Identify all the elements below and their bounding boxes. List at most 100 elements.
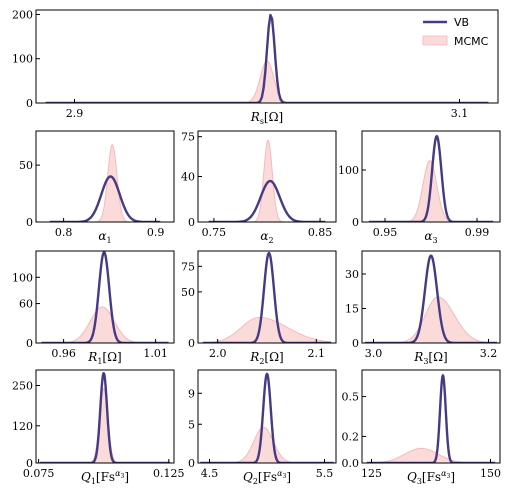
x-tick-label: 150 xyxy=(480,467,501,480)
plot-area xyxy=(39,372,171,463)
legend-mcmc-label: MCMC xyxy=(454,35,489,48)
plot-area xyxy=(366,374,496,463)
y-tick-label: 0 xyxy=(352,337,359,350)
panel-Rs: 0 100 200 2.9 3.1 Rs[Ω] xyxy=(12,8,499,126)
axes-frame xyxy=(35,130,175,223)
vb-density xyxy=(202,251,332,343)
y-tick-label: 0.5 xyxy=(342,391,360,404)
mcmc-density xyxy=(208,139,326,222)
panel-Q3: 0.0 0.2 0.5 125 150 Q3[Fsα3] xyxy=(342,369,501,486)
y-tick-label: 0 xyxy=(188,337,195,350)
y-tick-label: 0 xyxy=(26,337,33,350)
x-tick-label: 2.9 xyxy=(66,107,84,120)
x-tick-label: 0.85 xyxy=(308,226,333,239)
y-tick-label: 75 xyxy=(181,131,195,144)
vb-density xyxy=(368,135,494,222)
axes-frame xyxy=(197,250,337,344)
x-tick-label: 0.075 xyxy=(23,467,55,480)
mcmc-density xyxy=(45,60,489,103)
plot-area xyxy=(368,135,494,222)
legend-vb-label: VB xyxy=(454,16,469,29)
legend-mcmc-swatch xyxy=(422,35,448,46)
x-axis-label: Rs[Ω] xyxy=(250,110,283,126)
x-tick-label: 3.0 xyxy=(365,347,383,360)
plot-area xyxy=(364,254,498,343)
y-tick-label: 0 xyxy=(26,457,33,470)
x-tick-label: 3.1 xyxy=(451,107,469,120)
panel-alpha2: 0 40 75 0.75 0.85 α2 xyxy=(181,130,337,245)
y-tick-label: 15 xyxy=(345,303,359,316)
y-tick-label: 75 xyxy=(181,260,195,273)
x-tick-label: 0.95 xyxy=(373,226,398,239)
panel-R2: 0 50 75 2.0 2.1 R2[Ω] xyxy=(181,250,337,366)
y-tick-label: 50 xyxy=(181,286,195,299)
x-tick-label: 0.99 xyxy=(465,226,490,239)
panel-R1: 0 60 100 0.96 1.01 R1[Ω] xyxy=(12,250,175,366)
x-axis-label: Q3[Fsα3] xyxy=(407,469,455,486)
mcmc-density xyxy=(202,316,332,343)
axes-frame xyxy=(361,369,501,464)
x-axis-label: α3 xyxy=(424,229,437,245)
vb-density xyxy=(199,372,335,463)
panel-alpha3: 0 100 0.95 0.99 α3 xyxy=(338,130,501,245)
y-tick-label: 60 xyxy=(19,298,33,311)
x-tick-label: 125 xyxy=(361,467,382,480)
y-tick-label: 120 xyxy=(12,420,33,433)
y-tick-label: 9 xyxy=(188,387,195,400)
y-tick-label: 40 xyxy=(181,171,195,184)
plot-area xyxy=(45,13,489,103)
plot-area xyxy=(199,372,335,463)
y-tick-label: 200 xyxy=(12,8,33,21)
mcmc-density xyxy=(49,144,161,222)
panel-alpha1: 0 50 0.8 0.9 α1 xyxy=(19,130,175,245)
x-axis-label: R1[Ω] xyxy=(87,350,121,366)
x-tick-label: 4.5 xyxy=(201,467,219,480)
legend: VB MCMC xyxy=(422,16,489,48)
axes-frame xyxy=(35,9,499,104)
panel-Q1: 0 120 250 0.075 0.125 Q1[Fsα3] xyxy=(12,369,185,486)
vb-density xyxy=(45,13,489,103)
plot-area xyxy=(202,251,332,343)
x-axis-label: α1 xyxy=(98,229,111,245)
y-tick-label: 0 xyxy=(26,216,33,229)
x-axis-label: α2 xyxy=(260,229,273,245)
x-tick-label: 0.96 xyxy=(51,347,76,360)
x-axis-label: Q2[Fsα3] xyxy=(243,469,291,486)
y-tick-label: 0 xyxy=(188,216,195,229)
x-axis-label: Q1[Fsα3] xyxy=(81,469,129,486)
x-tick-label: 2.0 xyxy=(209,347,227,360)
vb-density xyxy=(366,374,496,463)
panel-R3: 0 15 30 3.0 3.2 R3[Ω] xyxy=(345,250,501,366)
x-axis-label: R2[Ω] xyxy=(249,350,283,366)
y-tick-label: 5 xyxy=(188,418,195,431)
y-tick-label: 0 xyxy=(352,216,359,229)
plot-area xyxy=(49,144,161,222)
x-axis-label: R3[Ω] xyxy=(413,350,447,366)
x-tick-label: 0.9 xyxy=(147,226,165,239)
mcmc-density xyxy=(364,296,498,343)
x-tick-label: 0.125 xyxy=(153,467,185,480)
axes-frame xyxy=(361,250,501,344)
y-tick-label: 250 xyxy=(12,380,33,393)
y-tick-label: 0.2 xyxy=(342,430,360,443)
vb-density xyxy=(39,372,171,463)
mcmc-density xyxy=(200,426,334,463)
y-tick-label: 50 xyxy=(19,159,33,172)
x-tick-label: 2.1 xyxy=(308,347,326,360)
y-tick-label: 30 xyxy=(345,268,359,281)
axes-frame xyxy=(197,369,337,464)
x-tick-label: 5.5 xyxy=(316,467,334,480)
plot-area xyxy=(207,139,327,222)
y-tick-label: 100 xyxy=(12,53,33,66)
x-tick-label: 3.2 xyxy=(480,347,498,360)
y-tick-label: 0 xyxy=(188,457,195,470)
y-tick-label: 0 xyxy=(26,97,33,110)
x-tick-label: 0.75 xyxy=(202,226,227,239)
axes-frame xyxy=(35,369,175,464)
y-tick-label: 100 xyxy=(12,271,33,284)
y-tick-label: 100 xyxy=(338,164,359,177)
axes-frame xyxy=(361,130,501,223)
mcmc-density xyxy=(41,306,169,343)
mcmc-density xyxy=(39,388,171,463)
